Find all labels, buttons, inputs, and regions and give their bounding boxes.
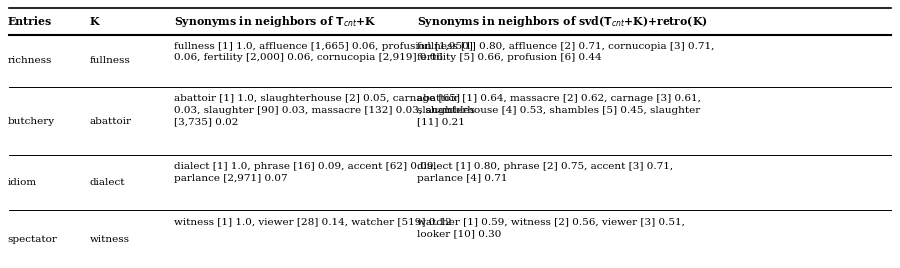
- Text: dialect [1] 1.0, phrase [16] 0.09, accent [62] 0.09,
parlance [2,971] 0.07: dialect [1] 1.0, phrase [16] 0.09, accen…: [174, 162, 436, 183]
- Text: witness: witness: [90, 235, 130, 244]
- Text: K: K: [90, 16, 100, 27]
- Text: fullness: fullness: [90, 57, 130, 65]
- Text: idiom: idiom: [7, 178, 36, 187]
- Text: dialect [1] 0.80, phrase [2] 0.75, accent [3] 0.71,
parlance [4] 0.71: dialect [1] 0.80, phrase [2] 0.75, accen…: [417, 162, 673, 183]
- Text: abattoir [1] 0.64, massacre [2] 0.62, carnage [3] 0.61,
slaughterhouse [4] 0.53,: abattoir [1] 0.64, massacre [2] 0.62, ca…: [417, 94, 700, 126]
- Text: abattoir: abattoir: [90, 117, 132, 126]
- Text: watcher [1] 0.59, witness [2] 0.56, viewer [3] 0.51,
looker [10] 0.30: watcher [1] 0.59, witness [2] 0.56, view…: [417, 217, 685, 238]
- Text: butchery: butchery: [7, 117, 54, 126]
- Text: Synonyms in neighbors of $\mathbf{T}_{cnt}$+K: Synonyms in neighbors of $\mathbf{T}_{cn…: [174, 14, 376, 29]
- Text: Synonyms in neighbors of svd($\mathbf{T}_{cnt}$+K)+retro(K): Synonyms in neighbors of svd($\mathbf{T}…: [417, 14, 707, 29]
- Text: richness: richness: [7, 57, 51, 65]
- Text: Entries: Entries: [7, 16, 51, 27]
- Text: dialect: dialect: [90, 178, 125, 187]
- Text: witness [1] 1.0, viewer [28] 0.14, watcher [519] 0.12: witness [1] 1.0, viewer [28] 0.14, watch…: [174, 217, 452, 226]
- Text: abattoir [1] 1.0, slaughterhouse [2] 0.05, carnage [65]
0.03, slaughter [90] 0.0: abattoir [1] 1.0, slaughterhouse [2] 0.0…: [174, 94, 474, 126]
- Text: spectator: spectator: [7, 235, 57, 244]
- Text: fullness [1] 0.80, affluence [2] 0.71, cornucopia [3] 0.71,
fertility [5] 0.66, : fullness [1] 0.80, affluence [2] 0.71, c…: [417, 42, 714, 62]
- Text: fullness [1] 1.0, affluence [1,665] 0.06, profusion [1,950]
0.06, fertility [2,0: fullness [1] 1.0, affluence [1,665] 0.06…: [174, 42, 472, 62]
